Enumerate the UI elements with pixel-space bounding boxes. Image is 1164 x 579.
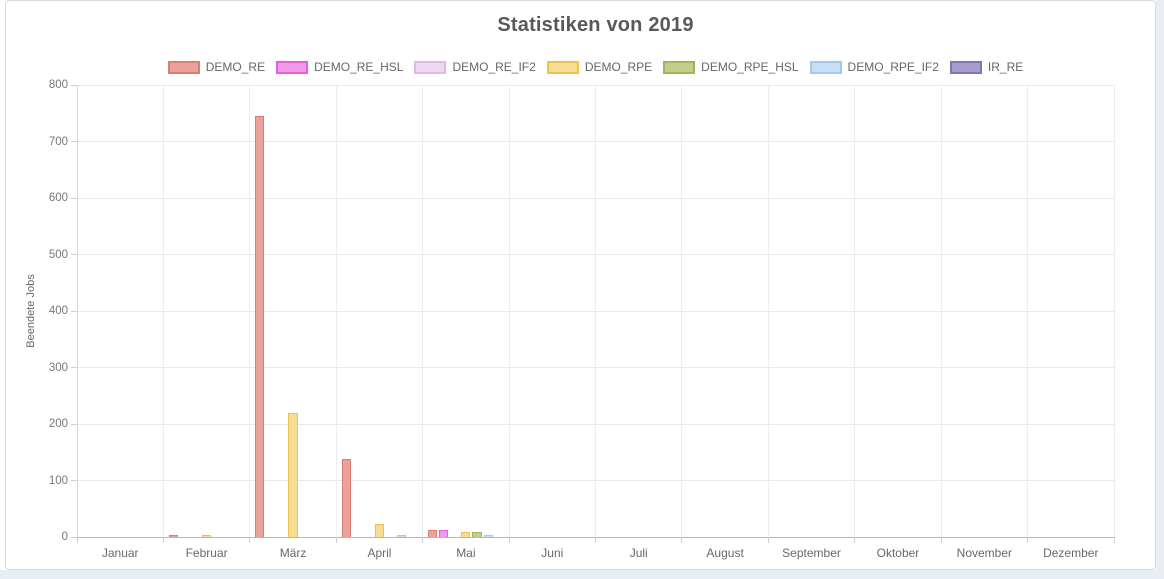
bar-DEMO_RPE-Mai[interactable] [461,531,471,537]
bar-DEMO_RPE-März[interactable] [288,412,298,537]
x-tick-label-Mai: Mai [456,546,476,560]
x-tick-10 [940,537,942,543]
gridline-x-11 [1027,85,1029,537]
legend-item-DEMO_RE_HSL[interactable]: DEMO_RE_HSL [276,60,403,74]
legend: DEMO_RE DEMO_RE_HSL DEMO_RE_IF2 DEMO_RPE DEM… [77,60,1114,74]
x-tick-label-August: August [706,546,744,560]
legend-swatch-DEMO_RE_HSL [276,60,309,74]
gridline-x-8 [767,85,769,537]
bar-DEMO_RPE-April[interactable] [374,524,384,537]
legend-swatch-DEMO_RPE [546,60,579,74]
x-tick-4 [422,537,424,543]
x-tick-6 [595,537,596,543]
y-tick-label-700: 700 [48,135,68,148]
legend-label-DEMO_RE_IF2: DEMO_RE_IF2 [452,60,536,74]
legend-swatch-DEMO_RPE_IF2 [809,60,842,74]
gridline-x-right [1113,85,1115,537]
y-tick-label-0: 0 [61,531,68,543]
x-tick-label-April: April [367,546,392,560]
chart-title: Statistiken von 2019 [497,14,694,36]
legend-item-DEMO_RPE_HSL[interactable]: DEMO_RPE_HSL [663,60,799,74]
y-tick-300 [71,367,77,368]
legend-item-DEMO_RE[interactable]: DEMO_RE [167,60,266,74]
gridline-x-0 [76,85,78,537]
x-tick-label-Oktober: Oktober [876,546,920,560]
y-tick-600 [71,197,77,199]
x-tick-label-Februar: Februar [185,546,228,560]
y-tick-500 [71,254,77,255]
x-tick-label-März: März [279,546,307,560]
y-tick-label-300: 300 [48,361,68,374]
legend-label-DEMO_RE: DEMO_RE [205,60,266,74]
gridline-x-6 [595,85,596,537]
legend-label-IR_RE: IR_RE [987,60,1024,74]
gridline-x-2 [249,85,251,537]
y-tick-label-500: 500 [48,248,68,261]
y-tick-400 [71,310,77,312]
x-tick-5 [508,537,510,543]
legend-swatch-DEMO_RE_IF2 [414,60,447,74]
x-tick-label-Juli: Juli [629,546,648,560]
x-tick-0 [76,537,78,543]
bar-DEMO_RE-Mai[interactable] [427,529,438,537]
bar-DEMO_RE-März[interactable] [255,115,265,537]
bar-DEMO_RE-Februar[interactable] [168,535,178,537]
x-tick-label-Dezember: Dezember [1043,546,1099,560]
bar-DEMO_RPE_IF2-Mai[interactable] [483,535,493,537]
bar-DEMO_RPE-Februar[interactable] [202,534,212,537]
legend-item-DEMO_RE_IF2[interactable]: DEMO_RE_IF2 [414,60,536,74]
y-tick-0 [71,536,77,538]
chart-panel: Statistiken von 2019 DEMO_RE DEMO_RE_HSL D… [5,0,1156,570]
x-tick-3 [335,537,337,543]
y-tick-label-100: 100 [48,474,68,487]
bar-DEMO_RPE_HSL-Mai[interactable] [472,531,482,537]
page-background-right [1156,0,1164,579]
page-background-bottom [0,570,1164,579]
x-tick-9 [854,537,856,543]
gridline-x-1 [162,85,164,537]
gridline-x-9 [854,85,856,537]
legend-item-IR_RE[interactable]: IR_RE [949,60,1024,74]
bar-DEMO_RE_HSL-Mai[interactable] [439,529,449,537]
legend-label-DEMO_RPE_IF2: DEMO_RPE_IF2 [847,60,939,74]
y-tick-label-400: 400 [48,305,68,317]
x-tick-11 [1027,537,1029,543]
x-tick-1 [162,537,164,543]
x-tick-label-November: November [956,546,1013,560]
legend-swatch-DEMO_RE [167,60,200,74]
legend-swatch-IR_RE [949,60,982,74]
bar-DEMO_RE-April[interactable] [341,459,351,537]
gridline-x-5 [508,85,510,537]
gridline-x-7 [681,85,683,537]
legend-label-DEMO_RE_HSL: DEMO_RE_HSL [314,60,404,74]
x-tick-label-September: September [782,546,841,560]
gridline-x-10 [940,85,942,537]
y-tick-100 [71,480,77,481]
y-tick-800 [71,84,77,86]
legend-item-DEMO_RPE_IF2[interactable]: DEMO_RPE_IF2 [809,60,939,74]
x-tick-8 [767,537,769,543]
x-tick-label-Juni: Juni [541,546,564,560]
bar-DEMO_RPE_IF2-April[interactable] [397,535,407,537]
gridline-x-4 [422,85,424,537]
legend-item-DEMO_RPE[interactable]: DEMO_RPE [546,60,653,74]
gridline-x-3 [335,85,337,537]
y-tick-200 [71,423,77,425]
y-tick-label-200: 200 [48,418,68,430]
y-tick-label-600: 600 [48,192,68,204]
x-tick-7 [681,537,683,543]
x-tick-label-Januar: Januar [101,546,139,560]
plot-area: 0 100 200 300 400 500 600 700 800 Januar Februar Mä… [6,1,1155,569]
y-tick-label-800: 800 [48,79,68,91]
x-tick-2 [249,537,251,543]
y-tick-700 [71,141,77,142]
legend-label-DEMO_RPE_HSL: DEMO_RPE_HSL [701,60,799,74]
x-tick-right [1113,537,1115,543]
legend-swatch-DEMO_RPE_HSL [663,60,696,74]
legend-label-DEMO_RPE: DEMO_RPE [584,60,653,74]
